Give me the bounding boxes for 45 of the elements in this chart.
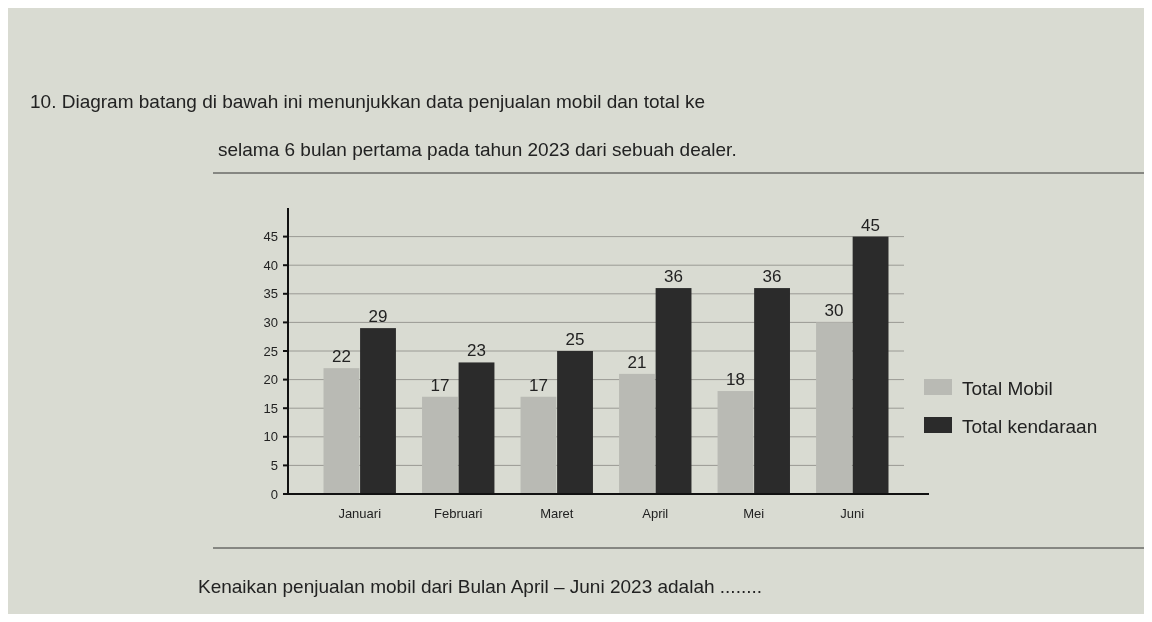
y-tick-label: 35 (263, 286, 278, 302)
text: Kenaikan penjualan mobil dari Bulan April – Juni 2023 adalah ........ (198, 576, 763, 597)
y-tick-label: 20 (263, 372, 278, 388)
bar (458, 362, 495, 494)
data-label: 36 (762, 267, 782, 287)
bar (422, 396, 458, 494)
y-tick-label: 30 (263, 314, 278, 330)
y-tick-label: 40 (263, 257, 278, 273)
y-tick-label: 10 (263, 429, 278, 445)
bar (323, 368, 360, 494)
y-tick-label: 5 (270, 457, 278, 473)
bar (754, 288, 790, 494)
legend-label: Total Mobil (962, 377, 1053, 399)
x-tick-label: Juni (840, 506, 865, 521)
bar (520, 396, 557, 494)
y-tick-label: 45 (263, 229, 278, 245)
x-tick-label: Mei (743, 506, 765, 521)
y-tick-label: 15 (263, 400, 278, 416)
data-label: 21 (627, 352, 647, 372)
legend-label: Total kendaraan (962, 415, 1098, 437)
data-label: 22 (331, 347, 351, 367)
bar (816, 322, 852, 494)
y-tick-label: 25 (263, 343, 278, 359)
data-label: 29 (368, 307, 388, 327)
y-tick-label: 0 (270, 486, 278, 502)
data-label: 17 (430, 375, 450, 395)
data-label: 45 (861, 215, 881, 235)
data-label: 30 (824, 301, 844, 321)
chart-title: 10. Diagram batang di bawah ini menunjukkan data penjualan mobil dan total ke (30, 91, 705, 112)
bar (619, 373, 655, 494)
x-tick-label: April (642, 506, 669, 521)
x-tick-label: Februari (434, 506, 483, 521)
data-label: 17 (528, 375, 548, 395)
bar (717, 391, 754, 494)
data-label: 23 (467, 341, 486, 361)
bar (557, 351, 593, 494)
bar (655, 288, 692, 494)
x-tick-label: Januari (338, 506, 382, 521)
data-label: 36 (664, 267, 684, 287)
data-label: 18 (726, 370, 745, 390)
data-label: 25 (565, 330, 585, 349)
bar (360, 328, 396, 494)
bar (852, 236, 889, 494)
chart-subtitle: selama 6 bulan pertama pada tahun 2023 dari sebuah dealer. (218, 139, 737, 160)
x-tick-label: Maret (540, 506, 574, 521)
